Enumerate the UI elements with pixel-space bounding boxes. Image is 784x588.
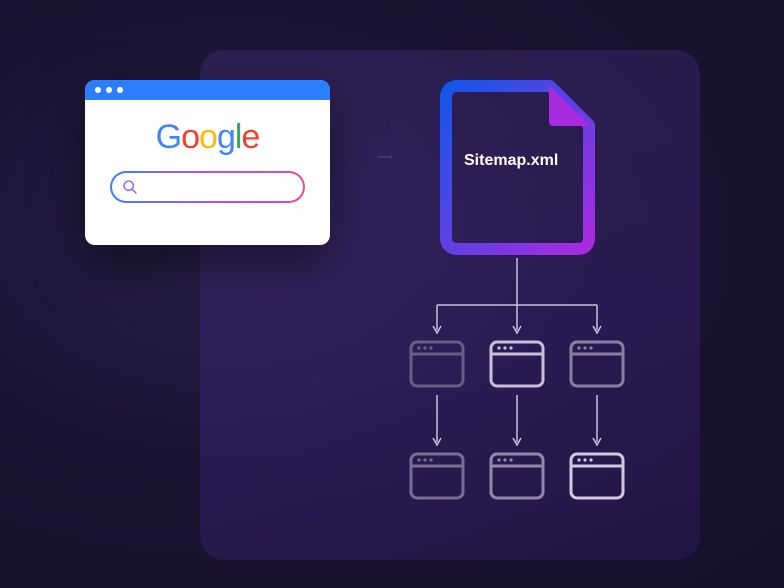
browser-window: Google — [85, 80, 330, 245]
search-bar — [110, 171, 305, 203]
page-icon — [409, 340, 465, 388]
logo-char: o — [199, 118, 217, 156]
logo-char: o — [181, 118, 199, 156]
window-dot — [106, 87, 112, 93]
file-label: Sitemap.xml — [464, 152, 558, 170]
page-icon — [489, 452, 545, 500]
search-inner — [112, 173, 303, 201]
logo-char: g — [217, 118, 235, 156]
arrow-to-file — [345, 156, 425, 158]
logo-char: e — [241, 118, 259, 156]
logo-char: G — [156, 118, 181, 156]
page-icon — [489, 340, 545, 388]
google-logo: Google — [85, 118, 330, 157]
page-icon — [569, 340, 625, 388]
page-icon — [569, 452, 625, 500]
search-icon — [122, 179, 138, 195]
window-dot — [117, 87, 123, 93]
page-icon — [409, 452, 465, 500]
browser-titlebar — [85, 80, 330, 100]
window-dot — [95, 87, 101, 93]
